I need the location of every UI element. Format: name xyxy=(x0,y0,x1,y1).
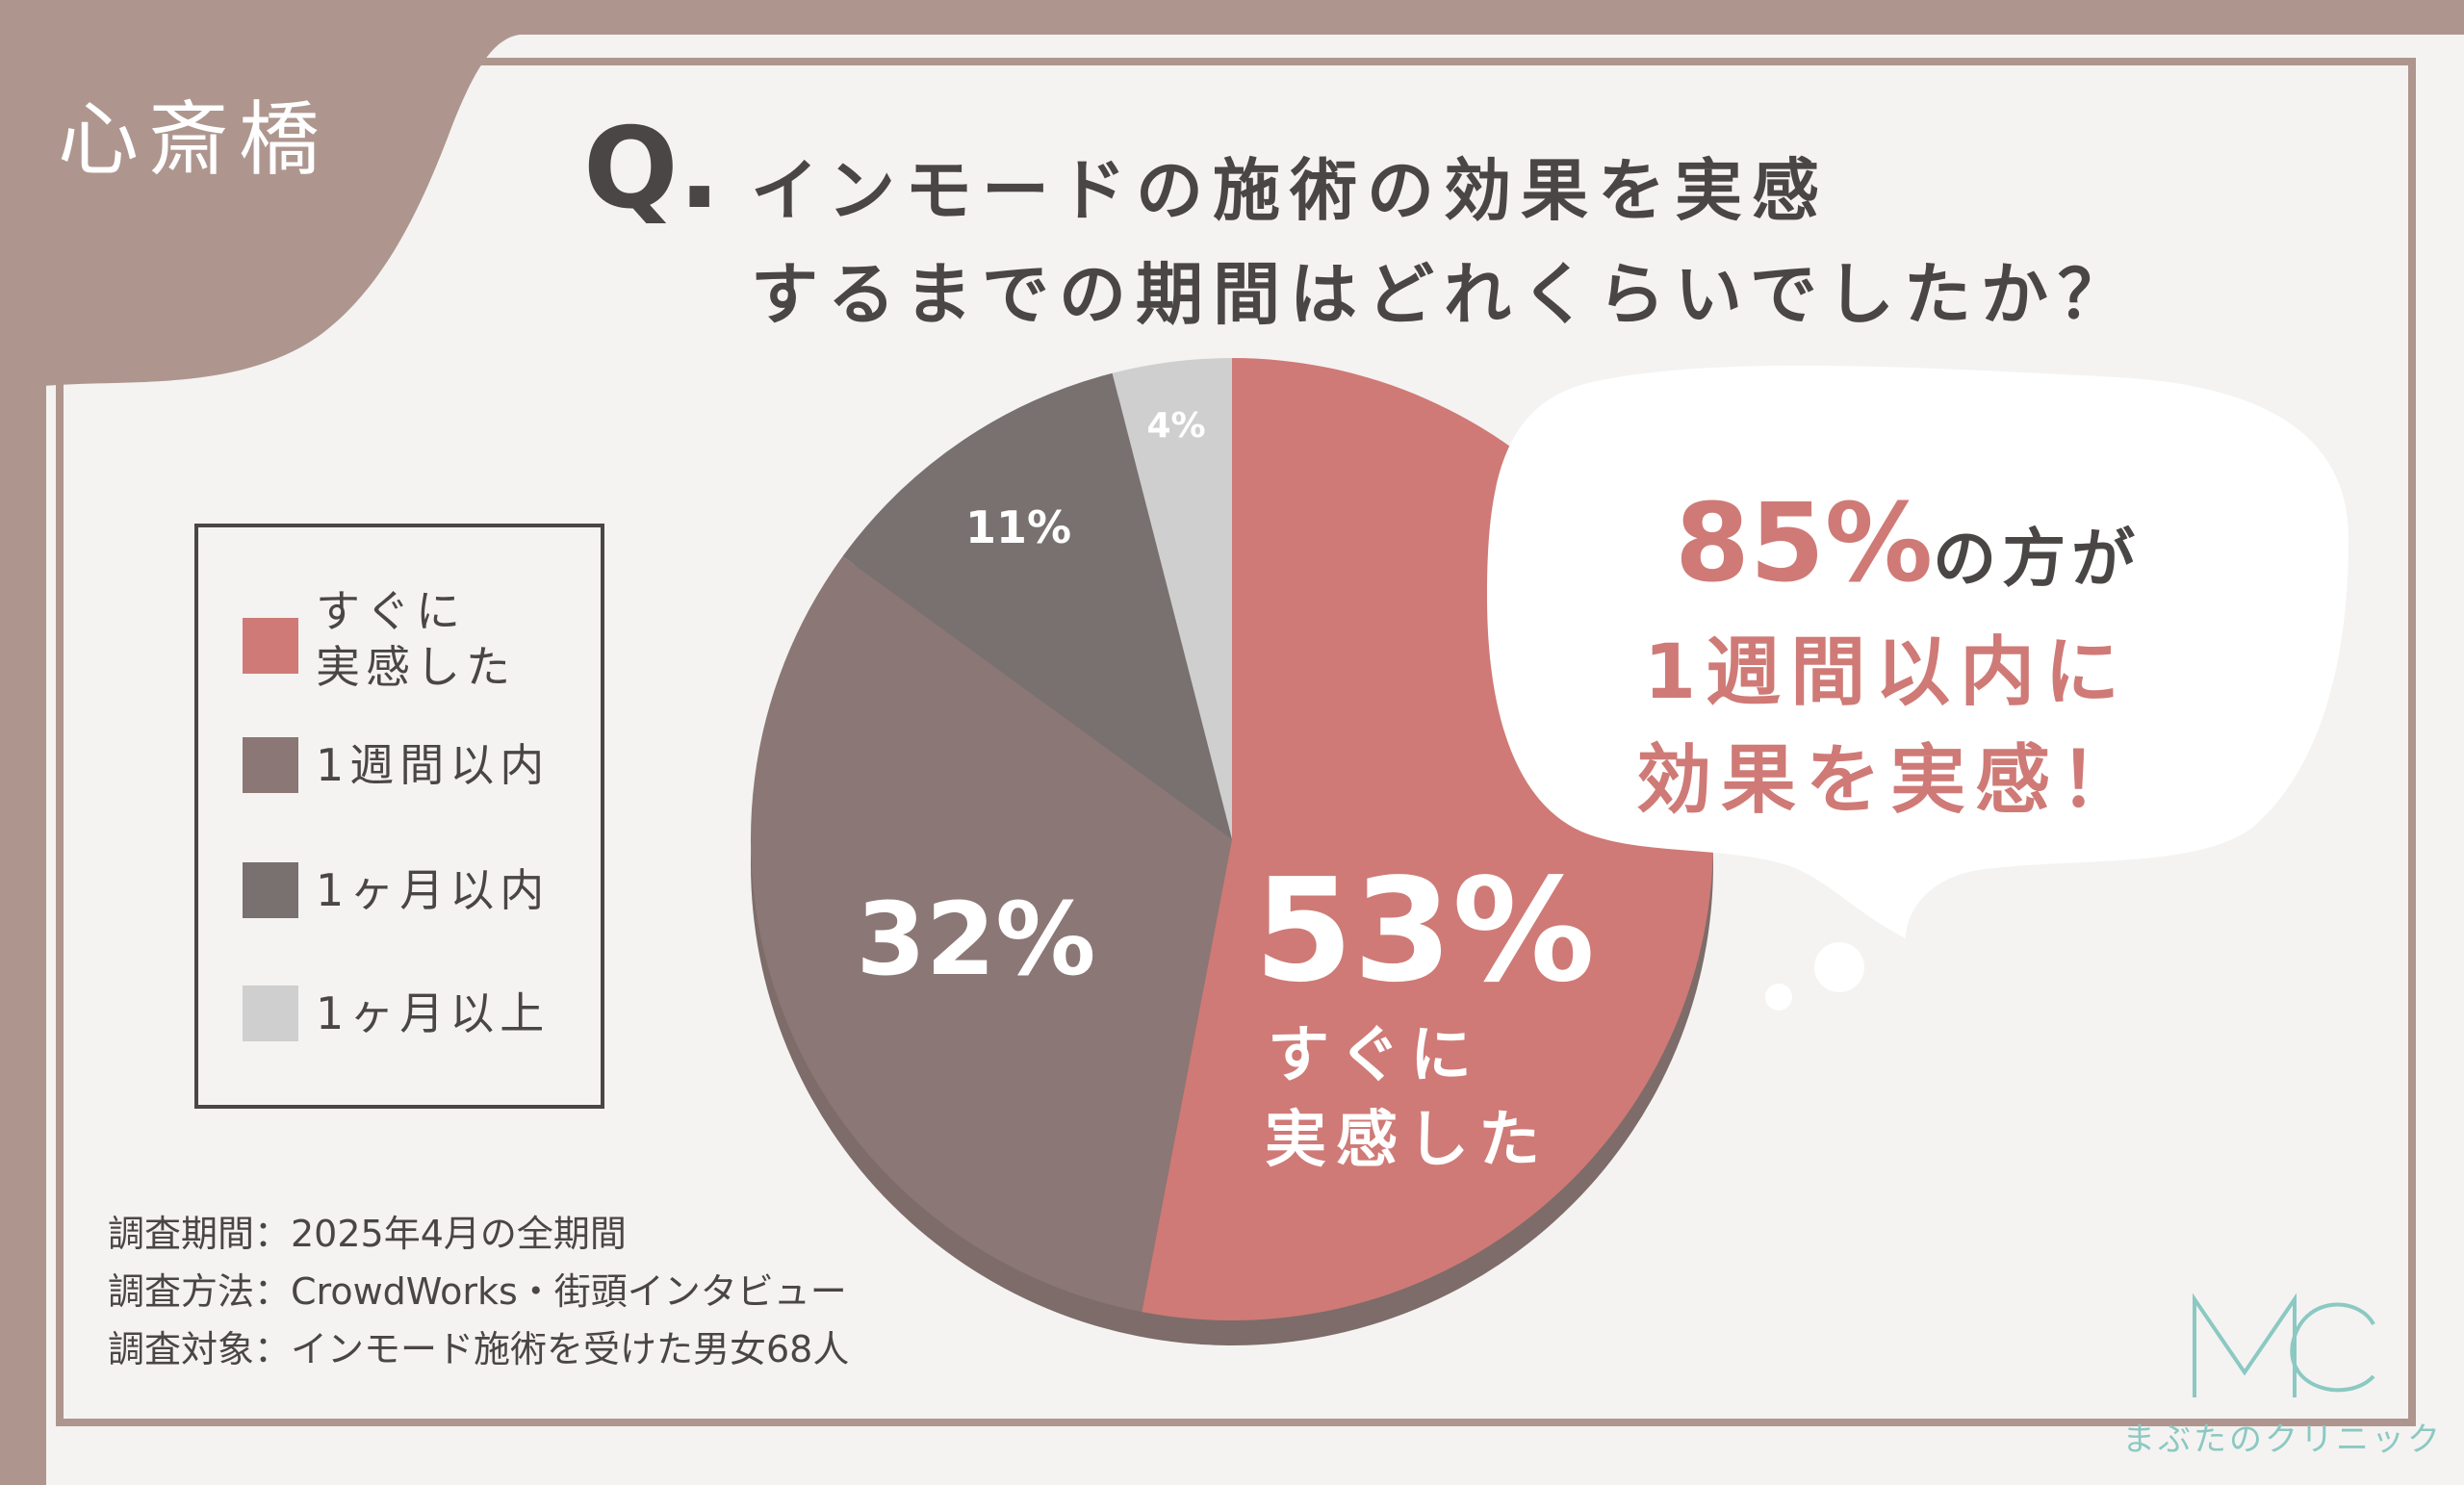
pie-labels: 53% すぐに 実感した 32% 11% 4% xyxy=(857,406,1596,1176)
speech-bubble-shape xyxy=(1487,365,2348,938)
bubble-dot-small xyxy=(1765,984,1792,1011)
slice-label-within-week: 32% xyxy=(857,881,1096,998)
question-mark: Q. xyxy=(583,104,721,234)
mc-monogram-icon xyxy=(2193,1293,2375,1397)
survey-period: 調査期間：2025年4月の全期間 xyxy=(108,1213,627,1255)
callout-suffix: の方が xyxy=(1933,522,2142,596)
slice-sublabel-immediate-1: すぐに xyxy=(1268,1020,1481,1091)
slice-label-immediate: 53% xyxy=(1254,848,1595,1013)
legend-label-immediate: すぐに 実感した xyxy=(316,585,516,693)
question-line-2: するまでの期間はどれくらいでしたか？ xyxy=(751,255,2135,334)
legend-swatch-immediate xyxy=(243,618,298,674)
pie-slice-within-month xyxy=(842,372,1232,839)
legend-label-within-week: 1週間以内 xyxy=(316,739,551,791)
pie-slice-within-week xyxy=(751,556,1232,1313)
slice-label-over-month: 4% xyxy=(1146,406,1205,446)
legend-label-over-month: 1ヶ月以上 xyxy=(316,987,551,1039)
corner-decoration xyxy=(0,0,520,389)
survey-target: 調査対象：インモード施術を受けた男女68人 xyxy=(108,1328,850,1370)
callout-line-3: 効果を実感！ xyxy=(1636,737,2145,824)
bubble-dot-large xyxy=(1814,942,1864,992)
legend-swatch-within-month xyxy=(243,862,298,918)
slice-label-within-month: 11% xyxy=(965,501,1071,553)
legend-label-within-month: 1ヶ月以内 xyxy=(316,864,551,916)
slice-sublabel-immediate-2: 実感した xyxy=(1265,1105,1550,1176)
inner-frame xyxy=(56,58,2416,1426)
callout-headline: 85%の方が xyxy=(1675,481,2135,606)
survey-notes: 調査期間：2025年4月の全期間 調査方法：CrowdWorks・街頭インタビュ… xyxy=(108,1205,849,1378)
speech-bubble xyxy=(1487,365,2348,1011)
callout-line-2: 1週間以内に xyxy=(1643,629,2130,716)
pie-slice-over-month xyxy=(1112,358,1232,839)
legend-swatch-within-week xyxy=(243,737,298,793)
location-label: 心斎橋 xyxy=(58,92,330,187)
survey-method: 調査方法：CrowdWorks・街頭インタビュー xyxy=(108,1270,847,1313)
brand-name: まぶたのクリニック xyxy=(2122,1421,2443,1459)
callout-percent: 85% xyxy=(1675,481,1934,606)
chart-legend: すぐに 実感した 1週間以内 1ヶ月以内 1ヶ月以上 xyxy=(194,524,604,1109)
question-line-1: インモードの施術の効果を実感 xyxy=(751,151,1829,230)
legend-swatch-over-month xyxy=(243,986,298,1041)
